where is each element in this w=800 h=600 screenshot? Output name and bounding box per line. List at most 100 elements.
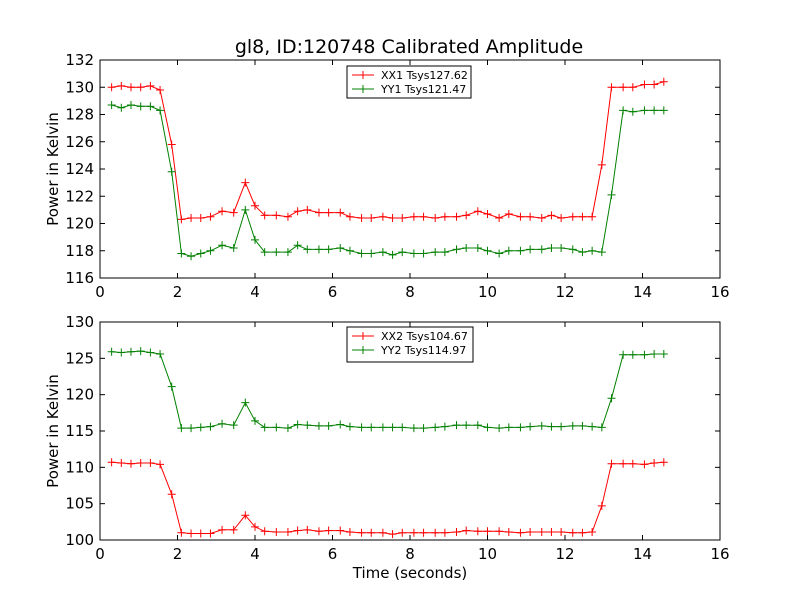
data-point (283, 528, 292, 537)
x-tick-label: 2 (173, 283, 183, 301)
data-point (526, 422, 535, 431)
data-point (431, 214, 440, 223)
data-point (324, 245, 333, 254)
data-point (495, 527, 504, 536)
data-point (357, 528, 366, 537)
data-point (283, 248, 292, 257)
data-point (187, 214, 196, 223)
data-point (578, 421, 587, 430)
data-point (187, 252, 196, 261)
data-point (367, 214, 376, 223)
x-tick-label: 16 (710, 283, 729, 301)
x-tick-label: 14 (633, 545, 652, 563)
data-point (229, 421, 238, 430)
y-tick-label: 132 (65, 51, 94, 69)
data-point (650, 106, 659, 115)
data-point (177, 249, 186, 258)
data-point (504, 423, 513, 432)
data-point (619, 106, 628, 115)
legend-label: XX2 Tsys104.67 (381, 330, 468, 343)
data-point (127, 100, 135, 109)
data-point (146, 348, 155, 357)
data-point (557, 528, 566, 537)
data-point (568, 245, 577, 254)
data-point (452, 245, 461, 254)
data-point (136, 83, 145, 92)
data-point (440, 422, 449, 431)
data-point (272, 423, 281, 432)
data-point (177, 215, 186, 224)
legend-label: YY2 Tsys114.97 (380, 344, 466, 357)
data-point (483, 209, 492, 218)
y-tick-label: 125 (65, 349, 94, 367)
y-tick-label: 130 (65, 313, 94, 331)
data-point (146, 102, 155, 111)
data-point (473, 207, 482, 216)
data-point (156, 349, 165, 358)
data-point (177, 528, 186, 537)
data-point (272, 528, 281, 537)
data-point (398, 248, 407, 257)
data-point (251, 235, 259, 244)
data-point (107, 458, 116, 467)
series-2-panel-1 (107, 100, 668, 261)
data-point (526, 212, 535, 221)
data-point (167, 140, 176, 149)
data-point (504, 209, 513, 218)
data-point (607, 190, 616, 199)
data-point (557, 244, 566, 253)
data-point (241, 178, 250, 187)
data-point (272, 211, 281, 220)
data-point (136, 458, 145, 467)
data-point (516, 528, 525, 537)
data-point (136, 347, 145, 356)
chart-title: gl8, ID:120748 Calibrated Amplitude (235, 36, 583, 58)
series-1-panel-2 (107, 458, 668, 539)
data-point (241, 205, 250, 214)
x-tick-label: 14 (633, 283, 652, 301)
panel-2: 0 2 4 6 8 10 12 14 16 100 105 110 115 120 125 130 Power … (44, 313, 730, 582)
data-point (516, 423, 525, 432)
x-tick-label: 2 (173, 545, 183, 563)
data-point (156, 106, 165, 115)
data-point (650, 458, 659, 467)
data-point (167, 167, 176, 176)
data-point (557, 422, 566, 431)
x-tick-label: 0 (95, 545, 105, 563)
data-point (127, 347, 135, 356)
data-point (146, 81, 155, 90)
data-point (260, 248, 269, 257)
data-point (659, 106, 668, 115)
data-point (516, 212, 525, 221)
data-point (597, 501, 606, 510)
data-point (473, 527, 482, 536)
data-point (452, 212, 461, 221)
data-point (452, 528, 461, 537)
data-point (388, 423, 397, 432)
data-point (419, 528, 428, 537)
data-point (619, 83, 628, 92)
x-tick-label: 12 (555, 545, 574, 563)
data-point (187, 529, 196, 538)
data-point (251, 416, 259, 425)
data-point (218, 525, 227, 534)
data-point (483, 423, 492, 432)
data-point (440, 248, 449, 257)
data-point (640, 350, 649, 359)
data-point (229, 525, 238, 534)
data-point (283, 212, 292, 221)
data-point (324, 421, 333, 430)
data-point (462, 526, 471, 535)
data-point (357, 249, 366, 258)
data-point (597, 248, 606, 257)
data-point (345, 212, 354, 221)
legend-marker (359, 71, 367, 79)
data-point (196, 214, 205, 223)
series-2-panel-2 (107, 347, 668, 433)
data-point (537, 214, 546, 223)
data-point (218, 419, 227, 428)
data-point (452, 421, 461, 430)
data-point (229, 208, 238, 217)
y-tick-label: 118 (65, 242, 94, 260)
data-point (526, 528, 535, 537)
